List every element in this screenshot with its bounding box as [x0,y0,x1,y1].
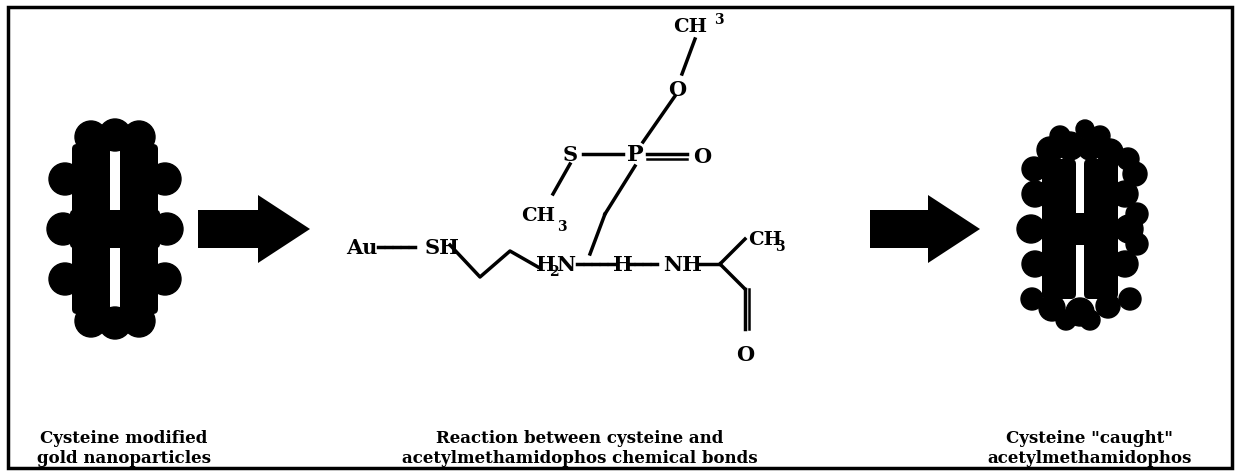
Circle shape [1056,310,1076,330]
Text: SH: SH [425,238,460,258]
Circle shape [1123,163,1147,187]
Text: N: N [556,255,575,275]
FancyBboxPatch shape [1084,159,1118,299]
Circle shape [1050,127,1070,147]
Circle shape [1126,204,1148,226]
Text: Au: Au [346,238,378,258]
Text: Cysteine modified
gold nanoparticles: Cysteine modified gold nanoparticles [37,429,211,466]
Circle shape [1112,251,1138,278]
Text: NH: NH [663,255,702,275]
Circle shape [1066,298,1094,327]
FancyBboxPatch shape [69,210,160,248]
Circle shape [74,122,107,154]
Circle shape [50,164,81,196]
Text: CH: CH [521,207,556,225]
Circle shape [1117,149,1140,170]
Circle shape [99,120,131,152]
Circle shape [149,263,181,296]
Circle shape [1022,182,1048,208]
Circle shape [1126,234,1148,256]
Circle shape [1090,127,1110,147]
Bar [870,210,928,248]
Circle shape [1056,133,1084,161]
Circle shape [123,306,155,337]
Circle shape [50,263,81,296]
Text: H: H [536,255,556,275]
Circle shape [1080,310,1100,330]
FancyBboxPatch shape [72,145,110,314]
Text: O: O [668,80,686,100]
Circle shape [151,214,184,246]
Circle shape [1097,140,1123,166]
Circle shape [1115,216,1143,244]
Text: 3: 3 [557,219,567,234]
Text: CH: CH [673,18,707,36]
Text: Reaction between cysteine and
acetylmethamidophos chemical bonds: Reaction between cysteine and acetylmeth… [402,429,758,466]
Text: 3: 3 [775,239,785,253]
Circle shape [1078,137,1102,161]
Text: CH: CH [748,230,782,248]
Polygon shape [258,196,310,263]
Text: Cysteine "caught"
acetylmethamidophos: Cysteine "caught" acetylmethamidophos [988,429,1192,466]
Polygon shape [928,196,980,263]
Circle shape [47,214,79,246]
FancyBboxPatch shape [1042,159,1076,299]
Text: O: O [735,344,754,364]
Circle shape [1022,251,1048,278]
FancyBboxPatch shape [120,145,157,314]
FancyBboxPatch shape [1042,214,1118,246]
Circle shape [123,122,155,154]
Circle shape [1112,182,1138,208]
Circle shape [1022,158,1047,182]
Circle shape [149,164,181,196]
Text: 3: 3 [714,13,724,27]
Circle shape [1039,296,1065,321]
Circle shape [1096,294,1120,318]
Circle shape [74,306,107,337]
Text: S: S [563,145,578,165]
Circle shape [1021,288,1043,310]
Text: O: O [693,147,711,167]
Bar [198,210,258,248]
Circle shape [1076,121,1094,139]
Text: H: H [613,255,632,275]
Text: 2: 2 [549,265,559,278]
Circle shape [1118,288,1141,310]
Circle shape [1017,216,1045,244]
Text: P: P [626,144,644,166]
Circle shape [99,307,131,339]
Circle shape [1037,138,1063,164]
